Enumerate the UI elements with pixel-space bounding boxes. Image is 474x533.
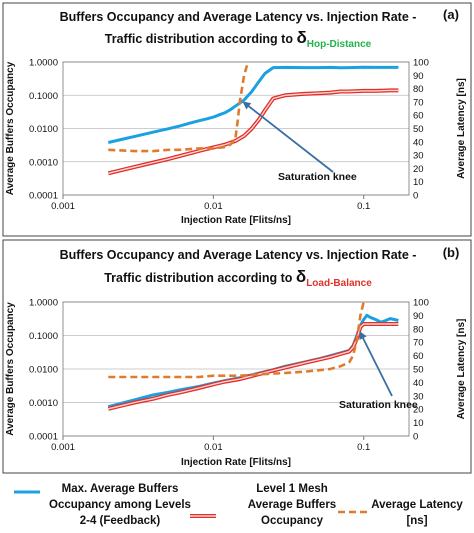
y-right-tick-label: 80 [413,84,424,95]
legend-label: Level 1 Mesh Average Buffers Occupancy [248,483,336,527]
legend-label: Max. Average Buffers Occupancy among Leve… [49,483,191,527]
delta-symbol: δ [296,267,306,286]
annotation-arrow [359,331,393,397]
y-right-tick-label: 70 [413,338,424,349]
y-right-tick-label: 20 [413,405,424,416]
panel-title-line1: Buffers Occupancy and Average Latency vs… [60,248,417,262]
chart-panel-b: Buffers Occupancy and Average Latency vs… [2,239,472,474]
y-left-tick-label: 1.0000 [29,298,58,309]
panel-letter: (a) [443,7,459,22]
legend-label: Average Latency [ns] [371,499,463,527]
legend-item-level1: Level 1 Mesh Average Buffers Occupancy [190,483,336,527]
y-right-tick-label: 30 [413,391,424,402]
y-right-tick-label: 90 [413,71,424,82]
series-line-level1 [108,89,399,174]
y-left-tick-label: 0.1000 [29,331,58,342]
y-right-tick-label: 50 [413,365,424,376]
series-group [107,302,399,411]
y-right-tick-label: 60 [413,111,424,122]
annotation-saturation-knee: Saturation knee [278,171,357,183]
legend-item-latency: Average Latency [ns] [338,499,463,527]
y-left-tick-label: 1.0000 [29,58,58,69]
delta-symbol: δ [296,28,306,47]
series-line-feedback [107,65,399,144]
series-line-latency [108,62,250,153]
delta-subscript: Load-Balance [306,278,372,289]
x-tick-label: 0.001 [51,201,75,212]
x-tick-label: 0.01 [204,442,223,453]
y-left-tick-label: 0.0010 [29,157,58,168]
series-group [107,62,399,176]
y-right-tick-label: 80 [413,324,424,335]
panel-title-line2: Traffic distribution according to δHop-D… [105,28,372,50]
y-right-tick-label: 30 [413,151,424,162]
y-left-tick-label: 0.0010 [29,398,58,409]
y-right-tick-label: 60 [413,351,424,362]
y-left-tick-label: 0.0001 [29,191,58,202]
series-line-level1 [108,323,399,410]
y-right-tick-label: 0 [413,432,418,443]
y-right-tick-label: 90 [413,311,424,322]
y-left-tick-label: 0.1000 [29,91,58,102]
panel-letter: (b) [443,245,460,260]
x-tick-label: 0.1 [357,201,370,212]
y-right-tick-label: 0 [413,191,418,202]
annotation-arrow [242,101,334,173]
y-right-tick-label: 40 [413,137,424,148]
delta-subscript: Hop-Distance [307,39,372,50]
y-right-tick-label: 10 [413,177,424,188]
x-tick-label: 0.001 [51,442,75,453]
y-right-axis-title: Average Latency [ns] [456,319,467,420]
series-line-latency [108,302,365,379]
y-left-tick-label: 0.0001 [29,432,58,443]
y-right-axis-title: Average Latency [ns] [456,78,467,179]
annotation-saturation-knee: Saturation knee [339,399,418,411]
x-axis-title: Injection Rate [Flits/ns] [181,457,291,468]
y-left-tick-label: 0.0100 [29,124,58,135]
y-right-tick-label: 40 [413,378,424,389]
panel-frame [2,2,472,237]
y-right-tick-label: 100 [413,298,429,309]
y-left-axis-title: Average Buffers Occupancy [5,61,16,195]
chart-panel-a: Buffers Occupancy and Average Latency vs… [2,2,472,237]
y-right-tick-label: 100 [413,58,429,69]
legend-item-feedback: Max. Average Buffers Occupancy among Leve… [14,483,191,527]
plot-area [62,301,410,437]
y-left-axis-title: Average Buffers Occupancy [5,302,16,436]
x-tick-label: 0.01 [204,201,223,212]
y-right-tick-label: 10 [413,418,424,429]
x-tick-label: 0.1 [357,442,370,453]
plot-area [62,61,410,196]
panel-title-line2: Traffic distribution according to δLoad-… [104,267,372,289]
x-axis-title: Injection Rate [Flits/ns] [181,215,291,226]
panel-title-line1: Buffers Occupancy and Average Latency vs… [60,10,417,24]
y-right-tick-label: 70 [413,97,424,108]
panel-frame [2,239,472,474]
legend: Max. Average Buffers Occupancy among Leve… [14,483,463,527]
y-right-tick-label: 50 [413,124,424,135]
y-right-tick-label: 20 [413,164,424,175]
y-left-tick-label: 0.0100 [29,365,58,376]
